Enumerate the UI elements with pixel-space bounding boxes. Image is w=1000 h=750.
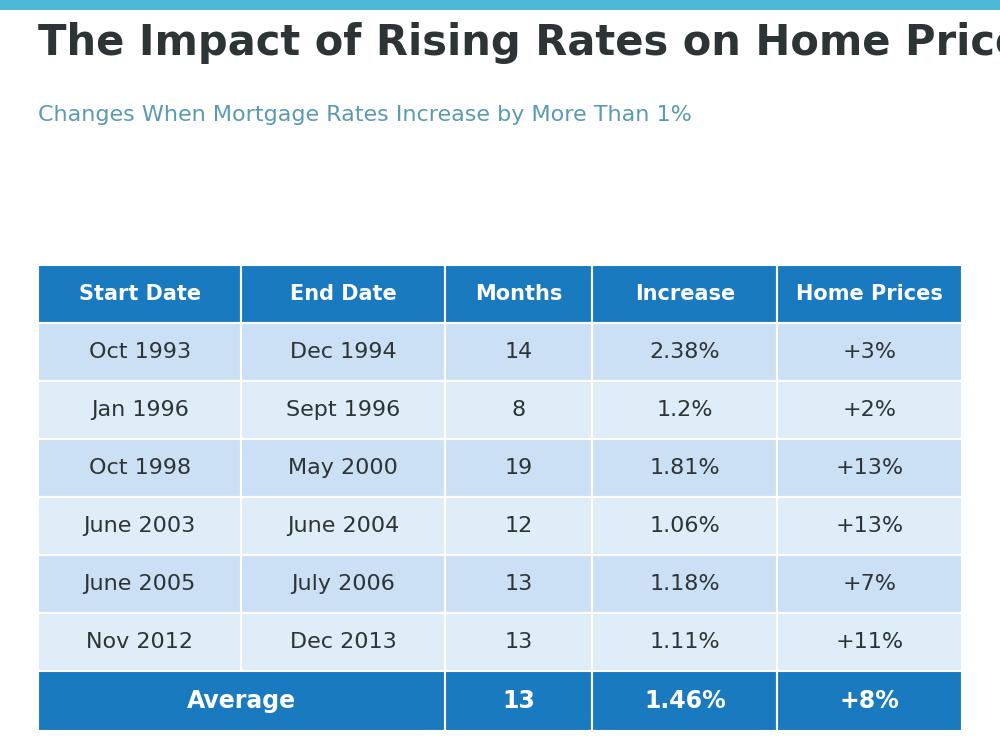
Text: The Impact of Rising Rates on Home Prices: The Impact of Rising Rates on Home Price… xyxy=(38,22,1000,64)
Text: Oct 1993: Oct 1993 xyxy=(89,342,191,362)
Text: 2.38%: 2.38% xyxy=(649,342,720,362)
Text: 1.11%: 1.11% xyxy=(649,632,720,652)
Text: Dec 1994: Dec 1994 xyxy=(290,342,396,362)
Text: Oct 1998: Oct 1998 xyxy=(89,458,191,478)
Text: June 2003: June 2003 xyxy=(84,516,196,536)
Text: 13: 13 xyxy=(502,689,535,713)
Text: +3%: +3% xyxy=(843,342,897,362)
Text: May 2000: May 2000 xyxy=(288,458,398,478)
Text: Months: Months xyxy=(475,284,562,304)
Text: End Date: End Date xyxy=(290,284,396,304)
Text: 12: 12 xyxy=(504,516,533,536)
Text: 13: 13 xyxy=(504,574,533,594)
Text: +11%: +11% xyxy=(836,632,904,652)
Text: Average: Average xyxy=(187,689,296,713)
Text: +13%: +13% xyxy=(836,458,904,478)
Text: 13: 13 xyxy=(504,632,533,652)
Text: 8: 8 xyxy=(511,400,526,420)
Text: +13%: +13% xyxy=(836,516,904,536)
Text: +7%: +7% xyxy=(843,574,897,594)
Text: Sept 1996: Sept 1996 xyxy=(286,400,400,420)
Text: July 2006: July 2006 xyxy=(291,574,395,594)
Text: Dec 2013: Dec 2013 xyxy=(290,632,396,652)
Text: Changes When Mortgage Rates Increase by More Than 1%: Changes When Mortgage Rates Increase by … xyxy=(38,105,692,125)
Text: Source: Freddie Mac: Source: Freddie Mac xyxy=(805,715,960,730)
Text: 19: 19 xyxy=(504,458,533,478)
Text: June 2004: June 2004 xyxy=(287,516,399,536)
Text: 1.06%: 1.06% xyxy=(649,516,720,536)
Text: Increase: Increase xyxy=(635,284,735,304)
Text: Home Prices: Home Prices xyxy=(796,284,943,304)
Text: Nov 2012: Nov 2012 xyxy=(86,632,193,652)
Text: 14: 14 xyxy=(504,342,533,362)
Text: 1.81%: 1.81% xyxy=(649,458,720,478)
Text: Start Date: Start Date xyxy=(79,284,201,304)
Text: +2%: +2% xyxy=(843,400,897,420)
Text: 1.2%: 1.2% xyxy=(657,400,713,420)
Text: +8%: +8% xyxy=(840,689,900,713)
Text: Jan 1996: Jan 1996 xyxy=(91,400,189,420)
Text: 1.18%: 1.18% xyxy=(649,574,720,594)
Text: June 2005: June 2005 xyxy=(83,574,196,594)
Text: 1.46%: 1.46% xyxy=(644,689,726,713)
